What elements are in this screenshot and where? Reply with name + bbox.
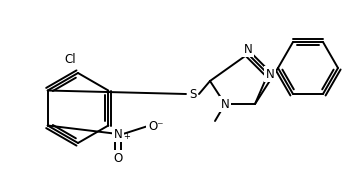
Text: O: O: [113, 152, 123, 164]
Text: O⁻: O⁻: [148, 119, 164, 132]
Text: N: N: [114, 127, 122, 140]
Text: +: +: [123, 132, 130, 141]
Text: Cl: Cl: [64, 52, 76, 65]
Text: S: S: [189, 87, 197, 100]
Text: N: N: [244, 42, 252, 55]
Text: N: N: [266, 68, 274, 81]
Text: N: N: [221, 97, 229, 110]
